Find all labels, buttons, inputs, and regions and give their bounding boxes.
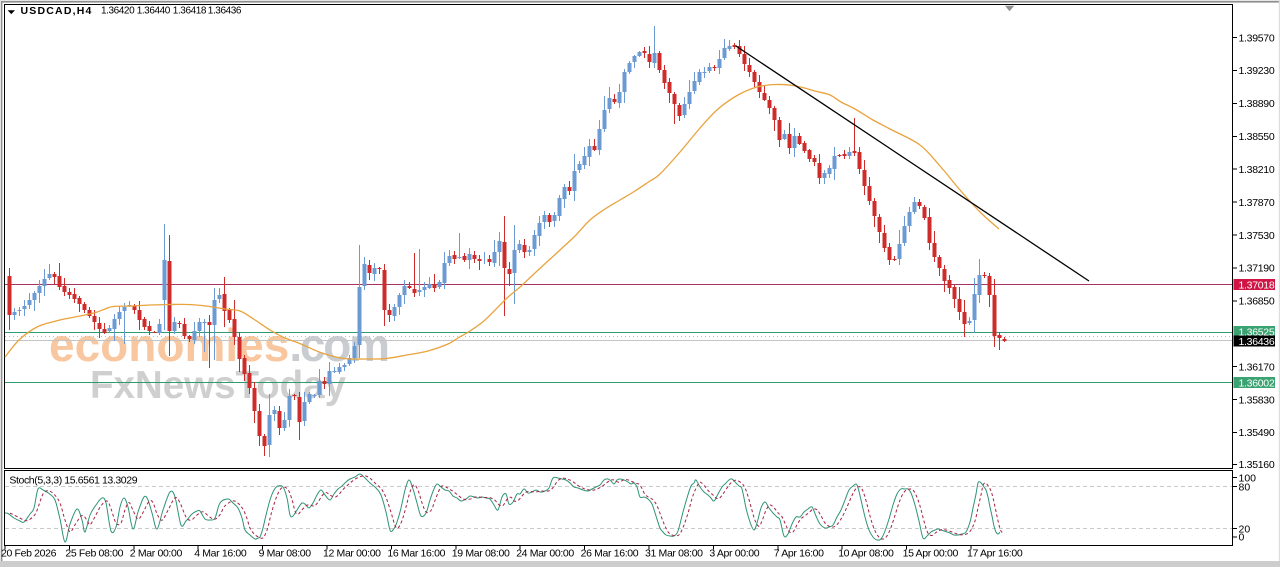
svg-text:26 Mar 16:00: 26 Mar 16:00 <box>581 548 639 560</box>
svg-text:0: 0 <box>1239 532 1245 544</box>
svg-text:31 Mar 08:00: 31 Mar 08:00 <box>645 548 703 560</box>
svg-text:1.37190: 1.37190 <box>1239 263 1275 275</box>
svg-text:25 Feb 08:00: 25 Feb 08:00 <box>65 548 123 560</box>
svg-text:1.37018: 1.37018 <box>1239 279 1275 291</box>
svg-text:1.35830: 1.35830 <box>1239 394 1275 406</box>
svg-text:FxNewsToday: FxNewsToday <box>90 364 347 407</box>
svg-text:Stoch(5,3,3) 15.6561 13.3029: Stoch(5,3,3) 15.6561 13.3029 <box>9 474 137 486</box>
svg-text:17 Apr 16:00: 17 Apr 16:00 <box>967 548 1023 560</box>
svg-text:20: 20 <box>1239 523 1251 535</box>
svg-text:USDCAD,H4: USDCAD,H4 <box>21 5 93 17</box>
svg-text:2 Mar 00:00: 2 Mar 00:00 <box>130 548 183 560</box>
svg-text:1.39230: 1.39230 <box>1239 65 1275 77</box>
svg-text:1.37870: 1.37870 <box>1239 197 1275 209</box>
svg-text:1.38210: 1.38210 <box>1239 164 1275 176</box>
svg-text:1.36436: 1.36436 <box>208 5 242 16</box>
svg-text:15 Apr 00:00: 15 Apr 00:00 <box>903 548 959 560</box>
svg-text:1.37530: 1.37530 <box>1239 230 1275 242</box>
svg-text:1.35490: 1.35490 <box>1239 427 1275 439</box>
svg-text:1.36436: 1.36436 <box>1239 336 1275 348</box>
svg-text:1.38890: 1.38890 <box>1239 98 1275 110</box>
svg-text:1.36440: 1.36440 <box>137 5 171 16</box>
svg-text:1.36525: 1.36525 <box>1239 326 1275 338</box>
svg-text:20 Feb 2026: 20 Feb 2026 <box>1 548 57 560</box>
svg-text:1.36850: 1.36850 <box>1239 296 1275 308</box>
svg-text:100: 100 <box>1239 473 1257 485</box>
svg-text:1.35160: 1.35160 <box>1239 459 1275 471</box>
svg-text:1.36170: 1.36170 <box>1239 361 1275 373</box>
svg-text:1.36420: 1.36420 <box>101 5 135 16</box>
svg-text:7 Apr 16:00: 7 Apr 16:00 <box>774 548 824 560</box>
svg-text:9 Mar 08:00: 9 Mar 08:00 <box>259 548 312 560</box>
svg-text:1.36002: 1.36002 <box>1239 377 1275 389</box>
svg-text:1.36418: 1.36418 <box>173 5 207 16</box>
svg-text:80: 80 <box>1239 481 1251 493</box>
svg-text:1.39570: 1.39570 <box>1239 32 1275 44</box>
svg-text:16 Mar 16:00: 16 Mar 16:00 <box>387 548 445 560</box>
svg-text:10 Apr 08:00: 10 Apr 08:00 <box>838 548 894 560</box>
svg-text:3 Apr 00:00: 3 Apr 00:00 <box>709 548 759 560</box>
svg-text:1.38550: 1.38550 <box>1239 131 1275 143</box>
svg-text:12 Mar 00:00: 12 Mar 00:00 <box>323 548 381 560</box>
svg-text:24 Mar 00:00: 24 Mar 00:00 <box>516 548 574 560</box>
svg-text:4 Mar 16:00: 4 Mar 16:00 <box>194 548 247 560</box>
svg-text:19 Mar 08:00: 19 Mar 08:00 <box>452 548 510 560</box>
